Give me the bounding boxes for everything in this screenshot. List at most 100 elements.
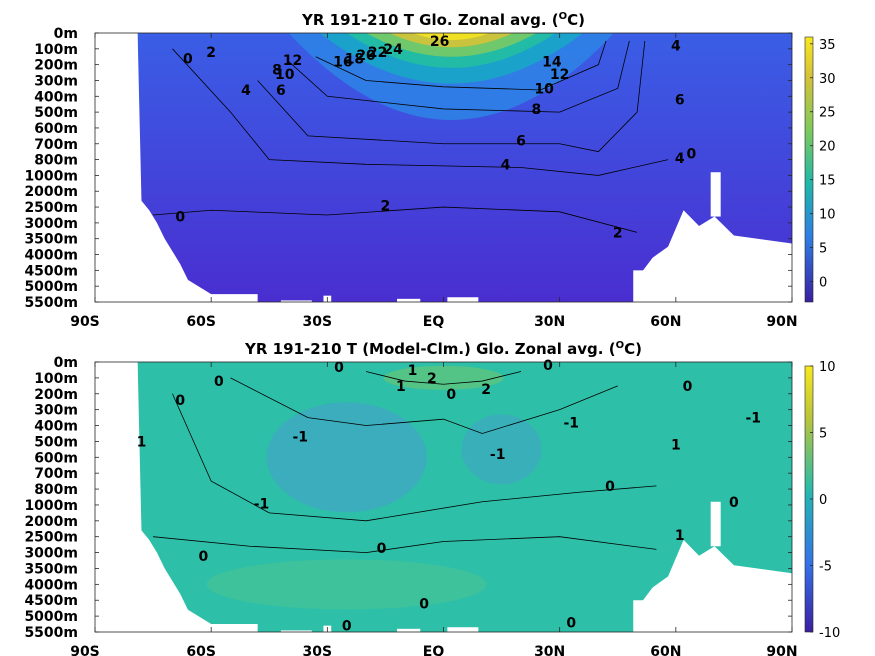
contour-label: 4 bbox=[241, 83, 251, 99]
ocean-field bbox=[137, 33, 792, 302]
contour-label: -1 bbox=[254, 496, 270, 512]
contour-label: 0 bbox=[566, 615, 576, 631]
contour-label: 22 bbox=[368, 45, 387, 61]
y-tick-label: 5500m bbox=[24, 295, 78, 311]
bottom-panel: YR 191-210 T (Model-Clm.) Glo. Zonal avg… bbox=[24, 340, 840, 656]
contour-label: 1 bbox=[675, 528, 685, 544]
colorbar-tick-label: 15 bbox=[819, 174, 836, 189]
contour-label: 0 bbox=[686, 146, 696, 162]
x-tick-label: 60N bbox=[650, 314, 681, 330]
contour-label: 2 bbox=[427, 371, 437, 387]
contour-label: 0 bbox=[199, 549, 209, 565]
y-tick-label: 4000m bbox=[24, 248, 78, 264]
contour-label: 6 bbox=[276, 83, 286, 99]
contour-label: 2 bbox=[206, 45, 216, 61]
y-tick-label: 0m bbox=[54, 355, 78, 371]
x-tick-label: 60N bbox=[650, 644, 681, 656]
colorbar-tick-label: 20 bbox=[819, 140, 836, 155]
y-tick-label: 600m bbox=[34, 450, 78, 466]
y-tick-label: 0m bbox=[54, 26, 78, 42]
x-tick-label: EQ bbox=[423, 314, 445, 330]
chart-title: YR 191-210 T (Model-Clm.) Glo. Zonal avg… bbox=[244, 340, 642, 358]
contour-label: 20 bbox=[356, 48, 376, 64]
land-mask bbox=[95, 33, 792, 302]
contour-label: 2 bbox=[381, 198, 391, 214]
contour-label: 0 bbox=[175, 393, 185, 409]
ocean-field bbox=[137, 362, 792, 632]
x-tick-label: 90S bbox=[70, 644, 100, 656]
x-tick-label: 60S bbox=[186, 314, 216, 330]
colorbar-tick-label: 10 bbox=[819, 208, 836, 223]
contour-label: 0 bbox=[214, 374, 224, 390]
x-tick-label: 90N bbox=[766, 644, 797, 656]
contour-label: 0 bbox=[175, 210, 185, 226]
land-mask bbox=[95, 362, 792, 632]
contour-label: 12 bbox=[283, 53, 302, 69]
y-tick-label: 2000m bbox=[24, 184, 78, 200]
x-tick-label: 30N bbox=[534, 314, 565, 330]
colorbar-tick-label: 30 bbox=[819, 72, 836, 87]
y-tick-label: 400m bbox=[34, 419, 78, 435]
contour-label: 1 bbox=[137, 434, 147, 450]
y-tick-label: 3500m bbox=[24, 561, 78, 577]
colorbar: 10 5 0 -5 -10 bbox=[804, 360, 840, 641]
colorbar-tick-label: 0 bbox=[819, 276, 827, 291]
contour-label: 2 bbox=[481, 382, 491, 398]
contour-label: 0 bbox=[729, 495, 739, 511]
x-tick-label: EQ bbox=[423, 644, 445, 656]
contour-label: 4 bbox=[501, 157, 511, 173]
y-tick-label: 1000m bbox=[24, 498, 78, 514]
contour-label: -1 bbox=[292, 430, 308, 446]
y-tick-label: 800m bbox=[34, 482, 78, 498]
contour-label: 1 bbox=[396, 379, 406, 395]
y-tick-label: 100m bbox=[34, 42, 78, 58]
contour-label: 14 bbox=[542, 54, 562, 70]
y-tick-label: 5500m bbox=[24, 625, 78, 641]
contour-label: 0 bbox=[543, 358, 553, 374]
contour-label: 24 bbox=[383, 42, 403, 58]
x-tick-label: 60S bbox=[186, 644, 216, 656]
y-tick-label: 800m bbox=[34, 153, 78, 169]
y-tick-label: 4500m bbox=[24, 593, 78, 609]
contour-label: 1 bbox=[671, 438, 681, 454]
y-tick-label: 3500m bbox=[24, 232, 78, 248]
y-tick-label: 4500m bbox=[24, 263, 78, 279]
contour-label: 0 bbox=[605, 479, 615, 495]
y-axis: 0m100m200m300m400m500m600m700m800m1000m2… bbox=[24, 26, 792, 311]
y-tick-label: 5000m bbox=[24, 279, 78, 295]
contour-label: 1 bbox=[408, 363, 418, 379]
x-tick-label: 30N bbox=[534, 644, 565, 656]
y-tick-label: 2000m bbox=[24, 514, 78, 530]
contour-label: 8 bbox=[532, 102, 542, 118]
y-tick-label: 400m bbox=[34, 89, 78, 105]
colorbar-tick-label: 5 bbox=[819, 427, 827, 442]
x-tick-label: 90S bbox=[70, 314, 100, 330]
y-tick-label: 2500m bbox=[24, 200, 78, 216]
colorbar: 35 30 25 20 15 10 5 0 bbox=[804, 36, 836, 303]
contour-label: -1 bbox=[564, 415, 580, 431]
y-tick-label: 300m bbox=[34, 73, 78, 89]
x-tick-label: 30S bbox=[303, 314, 333, 330]
colorbar-tick-label: 5 bbox=[819, 242, 827, 257]
top-panel: YR 191-210 T Glo. Zonal avg. (OC)2624222… bbox=[24, 11, 835, 330]
y-tick-label: 5000m bbox=[24, 609, 78, 625]
contour-label: -1 bbox=[490, 447, 506, 463]
y-axis: 0m100m200m300m400m500m600m700m800m1000m2… bbox=[24, 355, 792, 641]
contour-label: 0 bbox=[183, 51, 193, 67]
contour-label: 10 bbox=[534, 81, 554, 97]
contour-label: 0 bbox=[419, 596, 429, 612]
colorbar-tick-label: 0 bbox=[819, 493, 827, 508]
colorbar-tick-label: -10 bbox=[819, 626, 840, 641]
y-tick-label: 200m bbox=[34, 387, 78, 403]
contour-label: 18 bbox=[345, 51, 364, 67]
contour-label: 2 bbox=[613, 225, 623, 241]
contour-label: 0 bbox=[446, 387, 456, 403]
contour-label: 12 bbox=[550, 67, 569, 83]
contour-label: 8 bbox=[272, 62, 282, 78]
contour-label: 0 bbox=[342, 619, 352, 635]
contour-label: 6 bbox=[675, 92, 685, 108]
chart-title: YR 191-210 T Glo. Zonal avg. (OC) bbox=[301, 11, 585, 29]
